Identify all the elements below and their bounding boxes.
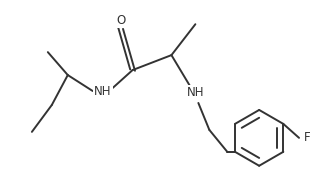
Text: F: F (304, 131, 310, 144)
Text: NH: NH (94, 85, 111, 97)
Text: O: O (116, 14, 125, 27)
Text: NH: NH (187, 87, 204, 100)
